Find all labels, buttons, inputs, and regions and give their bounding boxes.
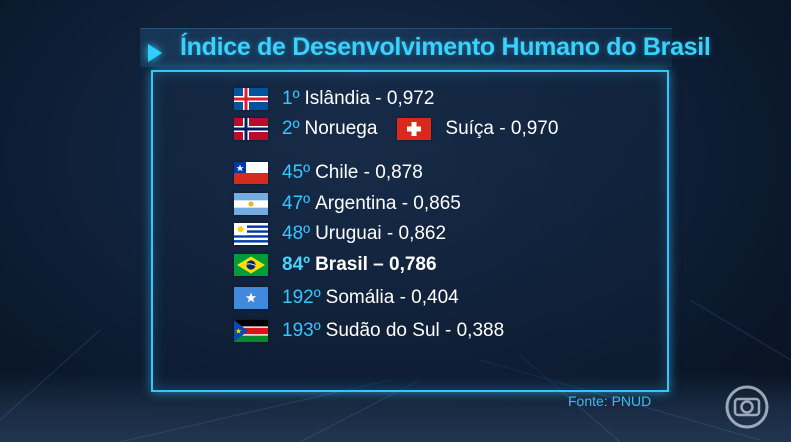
- argentina-flag-icon: [234, 193, 268, 215]
- ranking-row-somalia: 192º Somália - 0,404: [234, 285, 459, 311]
- ranking-row-brazil: 84º Brasil – 0,786: [234, 252, 437, 278]
- page-title: Índice de Desenvolvimento Humano do Bras…: [180, 33, 711, 61]
- rank-label: 193º: [282, 320, 321, 341]
- rank-label: 47º: [282, 193, 311, 214]
- south-sudan-flag-icon: [234, 320, 268, 342]
- country-label: Islândia - 0,972: [304, 88, 435, 109]
- country-label: Uruguai - 0,862: [315, 223, 447, 244]
- rank-label: 45º: [282, 162, 311, 183]
- switzerland-flag-icon: [397, 118, 432, 140]
- norway-flag-icon: [234, 118, 268, 140]
- ranking-row-norway-switzerland: 2º Noruega Suíça - 0,970: [234, 116, 558, 142]
- broadcaster-logo-icon: [725, 385, 769, 429]
- ranking-row-uruguay: 48º Uruguai - 0,862: [234, 221, 446, 247]
- iceland-flag-icon: [234, 88, 268, 110]
- country-label: Noruega: [304, 118, 378, 139]
- rank-label: 192º: [282, 287, 321, 308]
- country-label: Sudão do Sul - 0,388: [325, 320, 505, 341]
- title-bar: [140, 28, 672, 67]
- rank-label: 2º: [282, 118, 300, 139]
- ranking-row-south-sudan: 193º Sudão do Sul - 0,388: [234, 318, 504, 344]
- uruguay-flag-icon: [234, 223, 268, 245]
- rank-label: 1º: [282, 88, 300, 109]
- country-label-switzerland: Suíça - 0,970: [445, 118, 559, 139]
- country-label: Chile - 0,878: [315, 162, 423, 183]
- rank-label: 84º: [282, 254, 311, 275]
- brazil-flag-icon: [234, 254, 268, 276]
- ranking-row-chile: 45º Chile - 0,878: [234, 160, 423, 186]
- chile-flag-icon: [234, 162, 268, 184]
- title-arrow-icon: [148, 44, 162, 62]
- rank-label: 48º: [282, 223, 311, 244]
- ranking-row-iceland: 1º Islândia - 0,972: [234, 86, 434, 112]
- country-label: Argentina - 0,865: [315, 193, 461, 214]
- source-label: Fonte: PNUD: [568, 393, 652, 409]
- country-label: Somália - 0,404: [325, 287, 459, 308]
- ranking-row-argentina: 47º Argentina - 0,865: [234, 191, 461, 217]
- country-label: Brasil – 0,786: [315, 254, 437, 275]
- somalia-flag-icon: [234, 287, 268, 309]
